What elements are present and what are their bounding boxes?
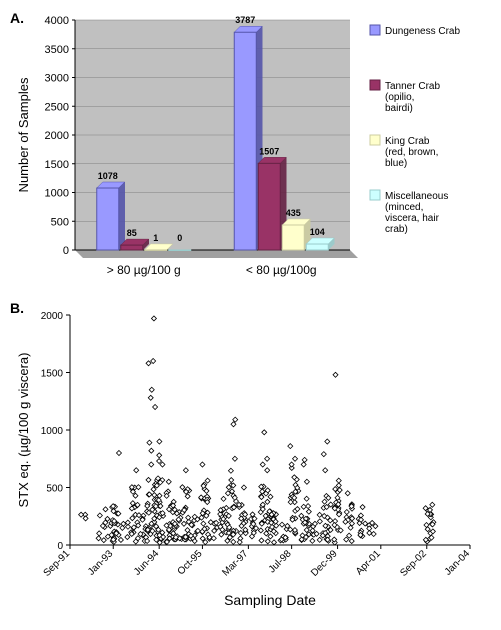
- panel-b-label: B.: [10, 300, 24, 316]
- svg-text:1507: 1507: [259, 146, 279, 156]
- svg-text:1500: 1500: [45, 159, 69, 171]
- svg-text:1000: 1000: [41, 426, 64, 437]
- svg-text:500: 500: [46, 484, 63, 495]
- svg-text:crab): crab): [385, 224, 408, 235]
- scatter-chart: 0500100015002000Sep-91Jan-93Jun-94Oct-95…: [10, 300, 491, 620]
- svg-text:Jan-93: Jan-93: [86, 548, 116, 578]
- svg-text:Apr-01: Apr-01: [354, 548, 383, 577]
- svg-text:Jun-94: Jun-94: [132, 548, 162, 578]
- svg-text:Tanner Crab: Tanner Crab: [385, 81, 440, 92]
- svg-text:Sep-91: Sep-91: [42, 548, 73, 579]
- svg-text:3787: 3787: [235, 15, 255, 25]
- svg-text:(red, brown,: (red, brown,: [385, 147, 438, 158]
- panel-b: B. 0500100015002000Sep-91Jan-93Jun-94Oct…: [10, 300, 491, 620]
- svg-text:Dungeness Crab: Dungeness Crab: [385, 26, 460, 37]
- svg-text:blue): blue): [385, 158, 407, 169]
- svg-text:1078: 1078: [98, 171, 118, 181]
- svg-text:Sep-02: Sep-02: [398, 548, 429, 579]
- svg-text:2500: 2500: [45, 101, 69, 113]
- svg-text:STX eq. (µg/100 g viscera): STX eq. (µg/100 g viscera): [16, 353, 31, 508]
- panel-a-label: A.: [10, 10, 24, 26]
- svg-text:> 80 µg/100 g: > 80 µg/100 g: [107, 263, 181, 277]
- svg-text:3000: 3000: [45, 73, 69, 85]
- svg-text:500: 500: [51, 216, 69, 228]
- svg-text:4000: 4000: [45, 15, 69, 27]
- svg-text:(opilio,: (opilio,: [385, 92, 414, 103]
- svg-text:85: 85: [127, 228, 137, 238]
- svg-text:Jul-98: Jul-98: [267, 548, 294, 575]
- svg-text:Oct-95: Oct-95: [176, 548, 205, 577]
- svg-text:King Crab: King Crab: [385, 136, 430, 147]
- svg-text:(minced,: (minced,: [385, 202, 423, 213]
- svg-text:1500: 1500: [41, 369, 64, 380]
- svg-text:1: 1: [153, 233, 158, 243]
- svg-text:Dec-99: Dec-99: [309, 548, 340, 579]
- svg-text:Mar-97: Mar-97: [220, 548, 250, 578]
- svg-text:bairdi): bairdi): [385, 103, 413, 114]
- svg-text:2000: 2000: [45, 130, 69, 142]
- svg-text:1000: 1000: [45, 188, 69, 200]
- svg-text:0: 0: [177, 233, 182, 243]
- svg-text:435: 435: [286, 208, 301, 218]
- svg-text:Sampling Date: Sampling Date: [224, 592, 316, 608]
- svg-text:Miscellaneous: Miscellaneous: [385, 191, 448, 202]
- svg-text:Number of Samples: Number of Samples: [16, 77, 31, 192]
- bar-chart: 0500100015002000250030003500400010788510…: [10, 10, 491, 300]
- svg-text:viscera, hair: viscera, hair: [385, 213, 440, 224]
- svg-text:104: 104: [310, 227, 325, 237]
- svg-text:3500: 3500: [45, 44, 69, 56]
- svg-text:Jan-04: Jan-04: [443, 548, 473, 578]
- svg-text:2000: 2000: [41, 311, 64, 322]
- panel-a: A. 0 500 1000 1500 2000 2500 3000 3500 4000 1078 8…: [10, 10, 491, 300]
- svg-text:0: 0: [63, 245, 69, 257]
- svg-text:< 80 µg/100g: < 80 µg/100g: [246, 263, 317, 277]
